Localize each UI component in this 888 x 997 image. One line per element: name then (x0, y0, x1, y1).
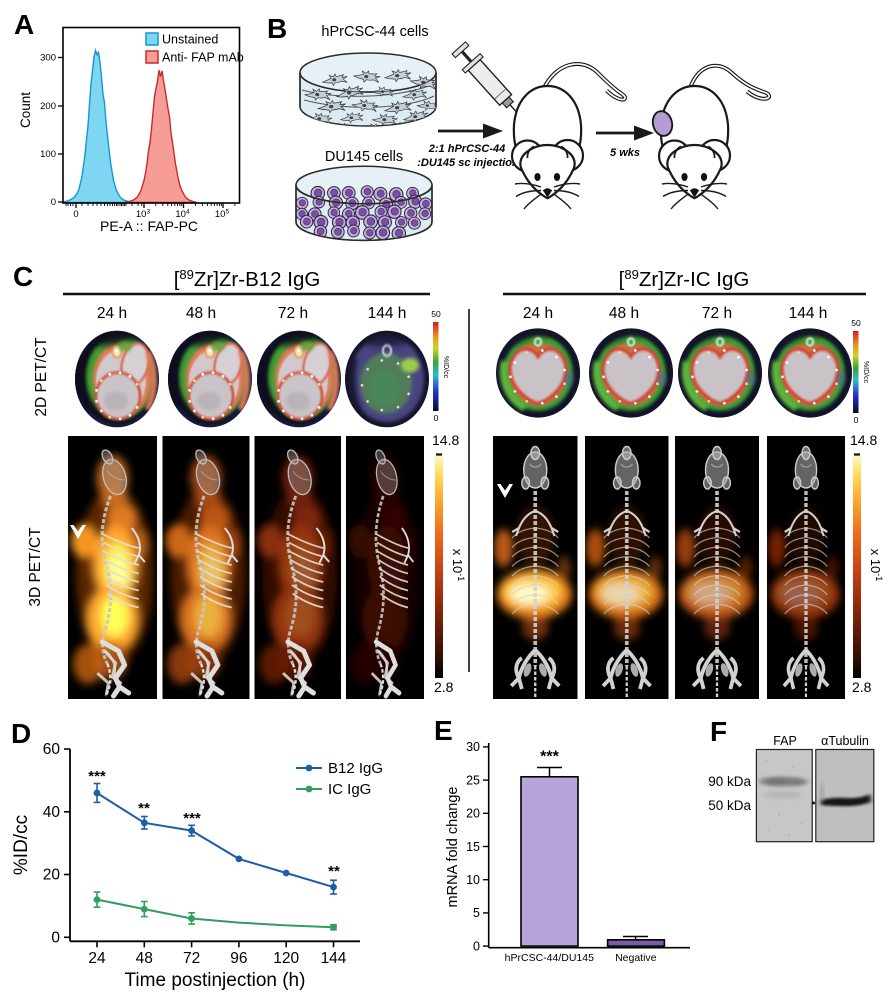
svg-text:x 10-1: x 10-1 (868, 549, 884, 582)
svg-text:50: 50 (851, 318, 861, 328)
svg-text:14.8: 14.8 (850, 432, 877, 448)
svg-text:24 h: 24 h (97, 305, 127, 322)
svg-text:144 h: 144 h (789, 305, 828, 322)
svg-text:104: 104 (175, 209, 190, 221)
svg-text:103: 103 (136, 209, 151, 221)
svg-text:FAP: FAP (773, 734, 797, 748)
svg-text:25: 25 (466, 773, 480, 787)
svg-text:Count: Count (18, 92, 33, 128)
svg-text:0: 0 (434, 413, 439, 423)
svg-text:Time postinjection (h): Time postinjection (h) (125, 970, 306, 991)
svg-text:hPrCSC-44/DU145: hPrCSC-44/DU145 (505, 952, 594, 964)
svg-text:**: ** (138, 800, 150, 817)
svg-text:0: 0 (51, 930, 60, 947)
svg-text:x 10-1: x 10-1 (450, 549, 466, 582)
svg-text:30: 30 (466, 740, 480, 754)
svg-text:%ID/cc: %ID/cc (442, 356, 449, 379)
svg-text:48 h: 48 h (609, 305, 639, 322)
svg-text:0: 0 (473, 939, 480, 953)
svg-text:2.8: 2.8 (852, 679, 872, 695)
svg-text:IC IgG: IC IgG (328, 781, 371, 798)
svg-text:C: C (13, 261, 33, 292)
svg-text:αTubulin: αTubulin (821, 734, 869, 748)
svg-text:50: 50 (431, 309, 441, 319)
svg-text:50 kDa: 50 kDa (708, 798, 751, 813)
svg-text:60: 60 (43, 741, 61, 758)
svg-text:3D PET/CT: 3D PET/CT (27, 527, 44, 607)
svg-text:Unstained: Unstained (162, 33, 218, 47)
svg-text:200: 200 (40, 101, 56, 112)
svg-text:***: *** (88, 768, 106, 785)
svg-text:15: 15 (466, 840, 480, 854)
svg-text:Anti- FAP mAb: Anti- FAP mAb (162, 51, 244, 65)
svg-text:***: *** (183, 810, 201, 827)
svg-text:D: D (11, 718, 31, 749)
svg-text:B: B (267, 13, 287, 44)
svg-text:E: E (434, 715, 453, 746)
svg-text:5: 5 (473, 906, 480, 920)
svg-text:***: *** (540, 749, 559, 766)
svg-text:0: 0 (854, 415, 859, 425)
svg-text:100: 100 (40, 149, 56, 160)
svg-text:2:1 hPrCSC-44: 2:1 hPrCSC-44 (428, 143, 505, 155)
svg-text:0: 0 (51, 197, 56, 208)
svg-text:48 h: 48 h (186, 305, 216, 322)
svg-text:B12 IgG: B12 IgG (328, 760, 383, 777)
svg-text:120: 120 (273, 950, 299, 967)
svg-text:2.8: 2.8 (434, 679, 454, 695)
svg-text:14.8: 14.8 (432, 432, 459, 448)
svg-text:%ID/cc: %ID/cc (11, 815, 32, 875)
svg-text:0: 0 (73, 209, 78, 220)
svg-text:144: 144 (321, 950, 347, 967)
svg-text:mRNA fold change: mRNA fold change (445, 787, 461, 908)
svg-text:5 wks: 5 wks (610, 147, 640, 159)
svg-text:20: 20 (466, 807, 480, 821)
svg-text:PE-A :: FAP-PC: PE-A :: FAP-PC (100, 218, 198, 234)
svg-text:300: 300 (40, 53, 56, 64)
svg-text:90 kDa: 90 kDa (708, 774, 751, 789)
svg-text:105: 105 (215, 209, 230, 221)
svg-text:2D PET/CT: 2D PET/CT (33, 337, 50, 417)
svg-text:**: ** (328, 863, 340, 880)
svg-text:24 h: 24 h (523, 305, 553, 322)
svg-text:Negative: Negative (615, 952, 657, 964)
svg-text:144 h: 144 h (368, 305, 407, 322)
svg-text:DU145 cells: DU145 cells (325, 149, 403, 165)
svg-text:24: 24 (88, 950, 106, 967)
svg-text:72: 72 (183, 950, 200, 967)
svg-text:[89Zr]Zr-B12 IgG: [89Zr]Zr-B12 IgG (174, 267, 321, 292)
svg-text:72 h: 72 h (702, 305, 732, 322)
svg-text:F: F (710, 716, 727, 747)
svg-text:[89Zr]Zr-IC IgG: [89Zr]Zr-IC IgG (619, 267, 750, 292)
svg-text:96: 96 (230, 950, 247, 967)
svg-text:72 h: 72 h (278, 305, 308, 322)
svg-text:%ID/cc: %ID/cc (862, 361, 869, 384)
svg-text:hPrCSC-44 cells: hPrCSC-44 cells (321, 24, 428, 40)
svg-text::DU145 sc injection: :DU145 sc injection (417, 157, 519, 169)
svg-text:20: 20 (43, 867, 61, 884)
svg-text:A: A (14, 9, 34, 40)
svg-text:10: 10 (466, 873, 480, 887)
svg-text:48: 48 (136, 950, 153, 967)
svg-text:40: 40 (43, 804, 61, 821)
